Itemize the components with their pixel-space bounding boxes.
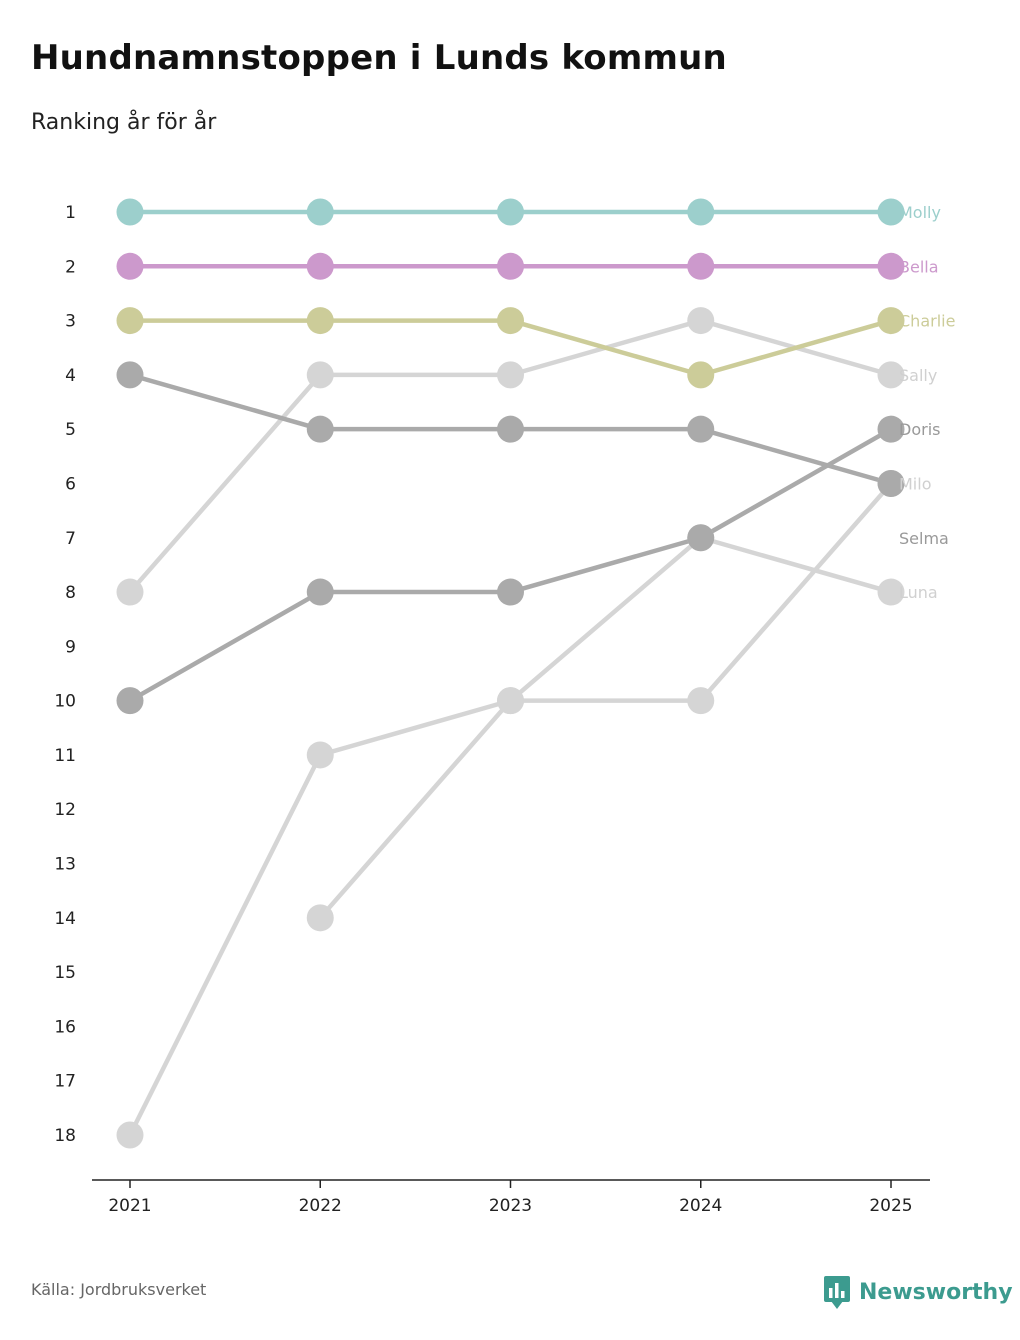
chart-title: Hundnamnstoppen i Lunds kommun [31,38,727,78]
end-label-milo: Milo [899,474,931,493]
x-axis-ticks: 2021 2022 2023 2024 2025 [108,1180,913,1216]
y-tick-label: 1 [65,203,76,223]
series-line-selma [318,481,893,920]
series-point-charlie [877,307,905,335]
series-point-sally [687,307,715,335]
y-tick-label: 8 [65,583,76,603]
series-line-luna [127,535,892,1137]
y-tick-label: 9 [65,637,76,657]
y-tick-label: 3 [65,312,76,332]
end-label-bella: Bella [899,257,939,276]
series-point-molly [687,198,715,226]
y-tick-label: 4 [65,366,76,386]
y-tick-label: 6 [65,474,76,494]
series-point-molly [497,198,524,226]
x-tick-label: 2023 [489,1196,532,1216]
chart-subtitle: Ranking år för år [31,110,217,135]
series-point-selma [687,687,715,715]
series-points [116,198,905,1149]
series-point-bella [306,252,334,280]
series-point-bella [877,252,905,280]
x-tick-label: 2021 [108,1196,151,1216]
y-tick-label: 18 [54,1126,76,1146]
series-point-sally [877,361,905,389]
end-label-doris: Doris [899,420,940,439]
y-tick-label: 17 [54,1072,76,1092]
y-tick-label: 5 [65,420,76,440]
x-tick-label: 2024 [679,1196,722,1216]
series-point-milo [497,415,524,443]
y-tick-label: 10 [54,692,76,712]
series-point-charlie [687,361,715,389]
y-tick-label: 12 [54,800,76,820]
y-tick-label: 16 [54,1017,76,1037]
end-label-molly: Molly [899,203,941,222]
series-point-luna [116,1121,144,1149]
y-tick-label: 13 [54,855,76,875]
newsworthy-brand: Newsworthy [823,1274,1013,1310]
series-end-labels: Molly Bella Charlie Sally Doris Milo Selma Luna [899,203,955,602]
series-point-luna [306,741,334,769]
series-point-doris [687,524,715,552]
series-lines [127,209,893,1137]
series-line-sally [128,318,892,594]
x-tick-label: 2022 [299,1196,342,1216]
series-point-sally [497,361,524,389]
series-point-milo [306,415,334,443]
series-line-doris [128,427,893,703]
series-point-milo [687,415,715,443]
series-point-charlie [306,307,334,335]
series-point-sally [306,361,334,389]
source-note: Källa: Jordbruksverket [31,1280,207,1299]
y-tick-label: 11 [54,746,76,766]
end-label-luna: Luna [899,583,938,602]
series-point-charlie [116,307,144,335]
end-label-selma: Selma [899,529,949,548]
series-point-selma [306,904,334,932]
end-label-charlie: Charlie [899,312,955,331]
y-tick-label: 7 [65,529,76,549]
series-point-molly [116,198,144,226]
series-point-luna [497,687,524,715]
series-point-molly [306,198,334,226]
series-point-molly [877,198,905,226]
series-point-doris [497,578,524,606]
brand-name: Newsworthy [859,1279,1013,1305]
series-point-doris [306,578,334,606]
y-tick-label: 15 [54,963,76,983]
series-point-sally [116,578,144,606]
series-point-charlie [497,307,524,335]
end-label-sally: Sally [899,366,937,385]
series-point-bella [116,252,144,280]
x-tick-label: 2025 [869,1196,912,1216]
series-point-doris [116,687,144,715]
y-tick-label: 14 [54,909,76,929]
series-point-luna [877,578,905,606]
series-point-bella [687,252,715,280]
series-point-bella [497,252,524,280]
newsworthy-logo-icon [824,1276,850,1309]
series-point-doris [877,415,905,443]
series-point-milo [116,361,144,389]
y-tick-label: 2 [65,257,76,277]
series-point-milo [877,469,905,497]
